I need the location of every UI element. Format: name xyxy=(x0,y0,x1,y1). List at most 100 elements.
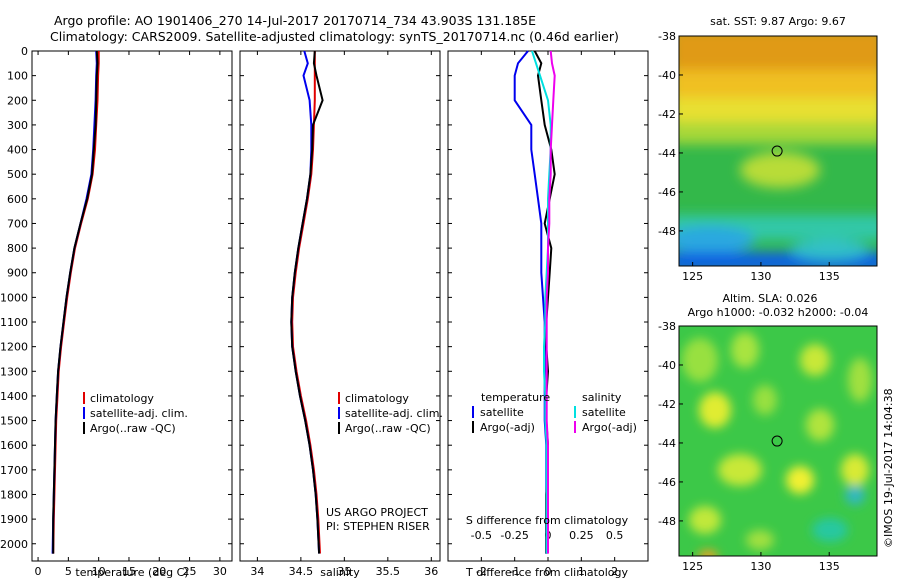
lat-tick-label: -46 xyxy=(658,186,676,199)
sla-map-subtitle: Argo h1000: -0.032 h2000: -0.04 xyxy=(688,306,869,319)
temperature-x-label: temperature (deg C) xyxy=(75,566,188,579)
depth-axis: 0 100 200 300 400 500 600 700 800 900 1000 1100 1200… xyxy=(0,45,232,551)
lon-tick-label: 130 xyxy=(750,560,771,573)
figure-title-line2: Climatology: CARS2009. Satellite-adjuste… xyxy=(50,29,619,44)
series-line-argo_sal xyxy=(545,50,556,554)
legend-label-climatology: climatology xyxy=(90,392,154,405)
sst-map-panel: sat. SST: 9.87 Argo: 9.67 125 130 135 -38 -4… xyxy=(658,15,878,283)
sst-field xyxy=(679,36,877,266)
lat-tick-label: -38 xyxy=(658,30,676,43)
depth-tick-label: 700 xyxy=(7,217,28,230)
sst-map-title: sat. SST: 9.87 Argo: 9.67 xyxy=(710,15,846,28)
s-difference-tick-label: 0.25 xyxy=(569,529,594,542)
lon-tick-label: 125 xyxy=(682,270,703,283)
lon-tick-label: 125 xyxy=(682,560,703,573)
x-tick-label: 35.5 xyxy=(376,565,401,578)
depth-tick-label: 400 xyxy=(7,144,28,157)
sla-map-panel: Altim. SLA: 0.026 Argo h1000: -0.032 h20… xyxy=(658,292,878,573)
salinity-x-label: salinity xyxy=(320,566,360,579)
legend-label-s-argo: Argo(-adj) xyxy=(582,421,637,434)
difference-x-axis: -2 -1 0 1 2 xyxy=(476,51,618,578)
depth-tick-label: 600 xyxy=(7,193,28,206)
lat-tick-label: -46 xyxy=(658,476,676,489)
imos-timestamp: ©IMOS 19-Jul-2017 14:04:38 xyxy=(882,388,895,548)
x-tick-label: -1 xyxy=(509,565,520,578)
temperature-x-axis: 0 5 10 15 20 25 30 xyxy=(35,51,227,578)
series-line-argo xyxy=(290,50,324,554)
temperature-legend: climatology satellite-adj. clim. Argo(..… xyxy=(83,392,188,435)
x-tick-label: -2 xyxy=(476,565,487,578)
salinity-difference-axis: -0.5 -0.25 0 0.25 0.5 xyxy=(471,529,624,542)
t-difference-x-label: T difference from climatology xyxy=(465,566,628,579)
depth-tick-label: 300 xyxy=(7,119,28,132)
project-annotation: US ARGO PROJECT xyxy=(326,506,428,519)
difference-depth-ticks xyxy=(448,50,648,545)
difference-legend: temperature salinity satellite Argo(-adj… xyxy=(472,391,637,434)
depth-tick-label: 1600 xyxy=(0,439,28,452)
series-line-satellite_sal xyxy=(531,50,552,554)
depth-tick-label: 1200 xyxy=(0,341,28,354)
depth-tick-label: 800 xyxy=(7,242,28,255)
depth-tick-label: 1900 xyxy=(0,513,28,526)
x-tick-label: 20 xyxy=(152,565,166,578)
temperature-profile-panel: 0100200300400500600700800900100011001200… xyxy=(0,45,233,579)
depth-tick-label: 2000 xyxy=(0,538,28,551)
difference-series xyxy=(513,50,556,554)
x-tick-label: 2 xyxy=(611,565,618,578)
s-difference-tick-label: -0.5 xyxy=(471,529,492,542)
series-line-argo xyxy=(52,50,99,554)
argo-position-marker xyxy=(771,145,783,157)
legend-label-argo: Argo(..raw -QC) xyxy=(345,422,431,435)
legend-header-salinity: salinity xyxy=(582,391,622,404)
depth-tick-label: 1500 xyxy=(0,415,28,428)
x-tick-label: 0 xyxy=(35,565,42,578)
depth-tick-label: 500 xyxy=(7,168,28,181)
x-tick-label: 34 xyxy=(250,565,264,578)
legend-label-t-satellite: satellite xyxy=(480,406,524,419)
x-tick-label: 36 xyxy=(424,565,438,578)
legend-label-s-satellite: satellite xyxy=(582,406,626,419)
legend-label-satellite: satellite-adj. clim. xyxy=(345,407,443,420)
s-difference-tick-label: -0.25 xyxy=(500,529,528,542)
difference-profile-panel: -2 -1 0 1 2 -0.5 -0.25 0 0.25 0.5 T difference f… xyxy=(447,50,649,579)
salinity-legend: climatology satellite-adj. clim. Argo(..… xyxy=(338,392,443,435)
sst-map-frame xyxy=(678,35,878,267)
x-tick-label: 0 xyxy=(545,565,552,578)
depth-tick-label: 100 xyxy=(7,70,28,83)
legend-label-t-argo: Argo(-adj) xyxy=(480,421,535,434)
x-tick-label: 25 xyxy=(183,565,197,578)
salinity-depth-ticks xyxy=(240,50,440,545)
sla-map-frame xyxy=(678,325,878,557)
depth-tick-label: 1800 xyxy=(0,488,28,501)
x-tick-label: 15 xyxy=(122,565,136,578)
depth-tick-label: 1400 xyxy=(0,390,28,403)
depth-tick-label: 200 xyxy=(7,94,28,107)
lon-tick-label: 130 xyxy=(750,270,771,283)
lat-tick-label: -42 xyxy=(658,398,676,411)
lat-tick-label: -40 xyxy=(658,69,676,82)
legend-header-temperature: temperature xyxy=(481,391,550,404)
x-tick-label: 1 xyxy=(578,565,585,578)
s-difference-label: S difference from climatology xyxy=(466,514,629,527)
x-tick-label: 5 xyxy=(65,565,72,578)
depth-tick-label: 1700 xyxy=(0,464,28,477)
sla-map-axes: 125 130 135 -38 -40 -42 -44 -46 -48 xyxy=(658,320,840,573)
lat-tick-label: -44 xyxy=(658,437,676,450)
x-tick-label: 30 xyxy=(213,565,227,578)
depth-tick-label: 1000 xyxy=(0,291,28,304)
lat-tick-label: -40 xyxy=(658,359,676,372)
salinity-profile-panel: 34 34.5 35 35.5 36 salinity climatology sate… xyxy=(239,50,443,579)
s-difference-tick-label: 0.5 xyxy=(606,529,624,542)
sla-field xyxy=(682,332,872,556)
lon-tick-label: 135 xyxy=(819,560,840,573)
argo-position-marker xyxy=(771,435,783,447)
legend-label-argo: Argo(..raw -QC) xyxy=(90,422,176,435)
salinity-plot-frame xyxy=(239,50,441,562)
temperature-series xyxy=(51,50,100,554)
temperature-plot-frame xyxy=(31,50,233,562)
depth-tick-label: 900 xyxy=(7,267,28,280)
legend-label-satellite: satellite-adj. clim. xyxy=(90,407,188,420)
lat-tick-label: -48 xyxy=(658,225,676,238)
legend-label-climatology: climatology xyxy=(345,392,409,405)
